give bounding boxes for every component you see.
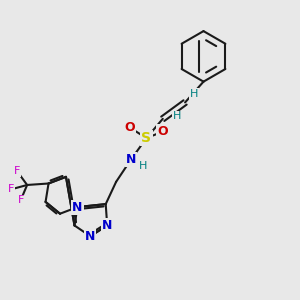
Text: N: N	[126, 153, 136, 166]
Text: H: H	[173, 111, 181, 122]
Text: O: O	[125, 121, 135, 134]
Text: F: F	[17, 195, 24, 206]
Text: N: N	[102, 219, 112, 232]
Text: N: N	[85, 230, 95, 243]
Text: H: H	[139, 161, 148, 171]
Text: H: H	[190, 89, 198, 99]
Text: S: S	[141, 131, 152, 145]
Text: F: F	[8, 184, 14, 194]
Text: F: F	[14, 166, 20, 176]
Text: N: N	[72, 201, 83, 214]
Text: O: O	[158, 125, 168, 138]
